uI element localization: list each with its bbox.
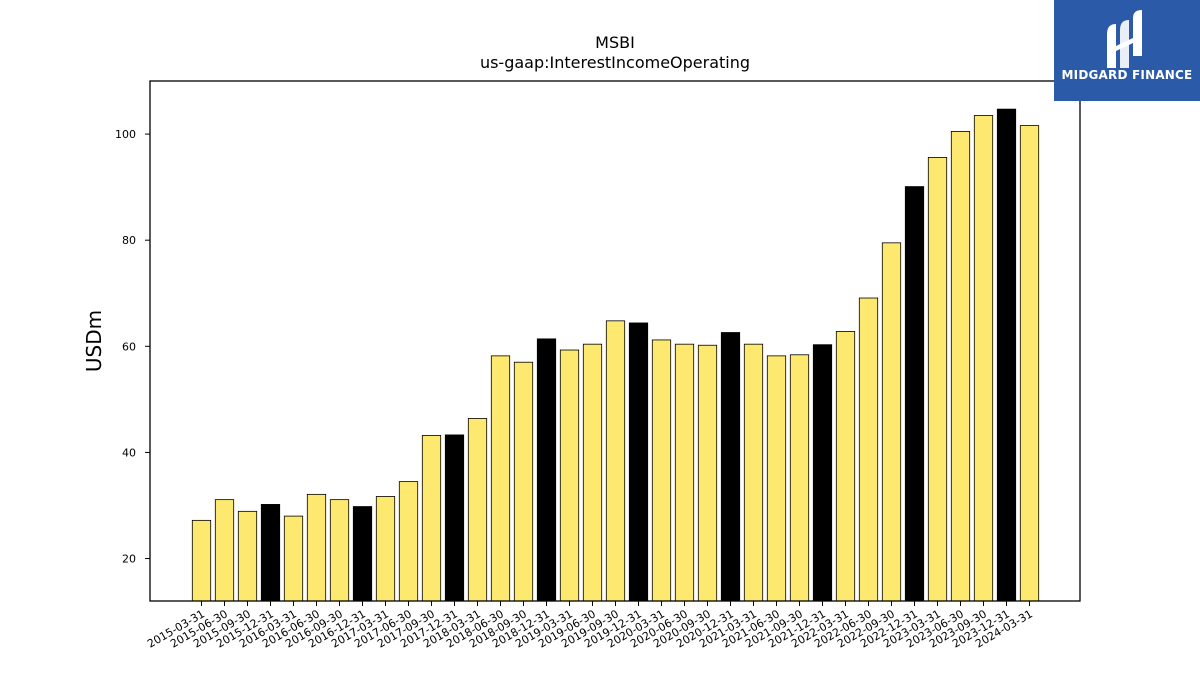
bar-2021-03-31	[743, 343, 764, 602]
bar-2020-09-30	[697, 344, 718, 602]
bar-2022-09-30	[881, 242, 902, 602]
y-tick-label: 40	[122, 446, 136, 459]
midgard-finance-logo: MIDGARD FINANCE	[1054, 0, 1200, 101]
plot-frame	[149, 80, 1081, 602]
bar-2018-03-31	[467, 418, 488, 602]
bar-2018-09-30	[513, 361, 534, 602]
bar-2021-09-30	[789, 354, 810, 602]
bar-2017-09-30	[421, 435, 442, 602]
bar-2016-06-30	[306, 493, 327, 602]
bar-2017-06-30	[398, 481, 419, 602]
bar-2016-12-31	[352, 506, 373, 602]
bar-2022-06-30	[858, 297, 879, 602]
bar-2020-06-30	[674, 343, 695, 602]
bar-2021-06-30	[766, 355, 787, 602]
midgard-logo-icon	[1107, 10, 1142, 68]
bar-2016-09-30	[329, 499, 350, 602]
bar-2021-12-31	[812, 344, 833, 602]
bar-2016-03-31	[283, 515, 304, 602]
bar-2019-09-30	[605, 320, 626, 602]
bar-2015-09-30	[237, 510, 258, 602]
y-axis-label: USDm	[82, 310, 106, 372]
bar-2017-12-31	[444, 434, 465, 602]
y-tick-label: 20	[122, 553, 136, 566]
logo-text: MIDGARD FINANCE	[1061, 68, 1193, 82]
bar-2023-06-30	[950, 131, 971, 602]
bar-2015-06-30	[214, 499, 235, 602]
bar-2024-03-31	[1019, 125, 1040, 602]
y-tick-label: 60	[122, 340, 136, 353]
bar-2020-12-31	[720, 332, 741, 602]
y-tick-label: 100	[115, 128, 136, 141]
bar-2020-03-31	[651, 339, 672, 602]
bar-2019-12-31	[628, 322, 649, 602]
bar-2015-12-31	[260, 504, 281, 602]
bar-2015-03-31	[191, 519, 212, 602]
bar-2022-03-31	[835, 331, 856, 602]
bar-2017-03-31	[375, 496, 396, 602]
bar-2023-12-31	[996, 108, 1017, 602]
bar-2018-12-31	[536, 338, 557, 602]
y-tick-label: 80	[122, 234, 136, 247]
chart-subtitle: us-gaap:InterestIncomeOperating	[480, 53, 750, 72]
bar-2018-06-30	[490, 355, 511, 602]
bar-2023-03-31	[927, 157, 948, 602]
bar-2023-09-30	[973, 115, 994, 602]
bar-2022-12-31	[904, 186, 925, 602]
bar-2019-06-30	[582, 343, 603, 602]
chart-title: MSBI	[595, 33, 635, 52]
bar-2019-03-31	[559, 349, 580, 602]
